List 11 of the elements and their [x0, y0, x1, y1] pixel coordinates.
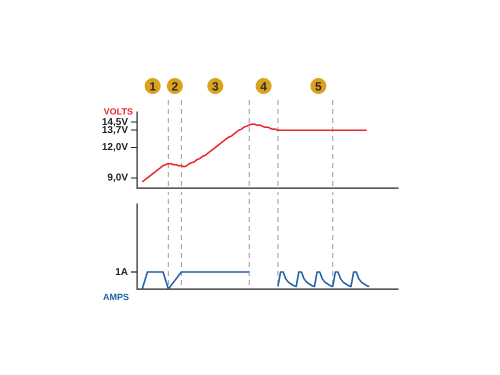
text: 5 [315, 79, 322, 94]
y-axis-title: AMPS [102, 292, 129, 302]
text: 1 [149, 79, 156, 94]
y-tick-label: 12,0V [102, 142, 128, 154]
text: 4 [260, 79, 268, 94]
y-tick-label: 9,0V [107, 172, 128, 184]
line-series [141, 123, 368, 183]
y-axis-title: VOLTS [104, 106, 133, 116]
text: 1A [115, 266, 128, 278]
text: 3 [212, 79, 219, 94]
text: 2 [172, 79, 178, 94]
